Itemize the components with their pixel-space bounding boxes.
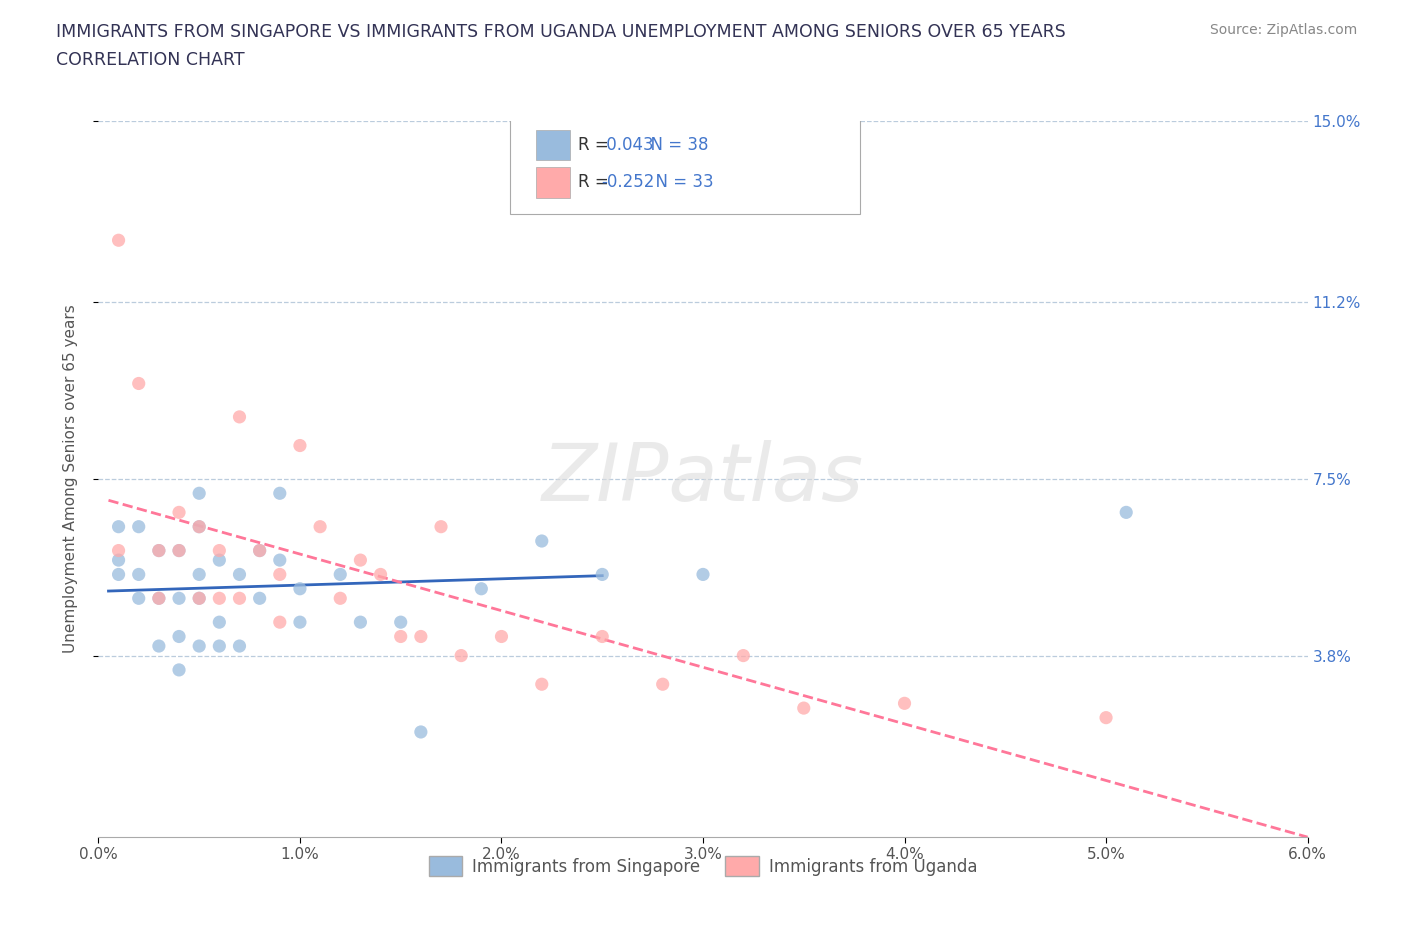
Point (491, 629, 513, 644)
Point (107, 232, 129, 247)
Text: R =: R = (578, 174, 614, 192)
FancyBboxPatch shape (536, 130, 569, 160)
Point (409, 629, 432, 644)
Text: Source: ZipAtlas.com: Source: ZipAtlas.com (1209, 23, 1357, 37)
Point (370, 567, 392, 582)
Point (188, 591, 211, 605)
Point (128, 567, 150, 582)
Point (188, 519, 211, 534)
Point (228, 591, 250, 605)
Point (269, 485, 291, 500)
Point (167, 662, 190, 677)
Point (107, 552, 129, 567)
Point (188, 485, 211, 500)
Text: -0.252: -0.252 (602, 174, 655, 192)
Point (309, 519, 332, 534)
Y-axis label: Unemployment Among Seniors over 65 years: Unemployment Among Seniors over 65 years (63, 305, 77, 653)
Point (107, 519, 129, 534)
Point (591, 629, 613, 644)
Point (167, 505, 190, 520)
Text: 0.043: 0.043 (602, 136, 654, 153)
Point (167, 629, 190, 644)
Point (128, 591, 150, 605)
Point (148, 543, 170, 558)
Text: R =: R = (578, 136, 614, 153)
Text: N = 38: N = 38 (640, 136, 709, 153)
Point (389, 629, 412, 644)
Point (530, 677, 553, 692)
Point (167, 591, 190, 605)
Point (288, 581, 311, 596)
Point (128, 519, 150, 534)
Point (228, 639, 250, 654)
Point (249, 543, 271, 558)
Point (188, 567, 211, 582)
Text: ZIPatlas: ZIPatlas (541, 440, 865, 518)
FancyBboxPatch shape (509, 117, 860, 214)
Point (188, 591, 211, 605)
Point (288, 438, 311, 453)
Point (148, 639, 170, 654)
Point (692, 567, 714, 582)
Point (269, 552, 291, 567)
Point (188, 639, 211, 654)
Point (148, 543, 170, 558)
Point (288, 615, 311, 630)
Point (208, 552, 231, 567)
Point (450, 648, 472, 663)
Point (107, 543, 129, 558)
Point (349, 552, 371, 567)
Point (591, 567, 613, 582)
Point (128, 376, 150, 391)
Point (228, 567, 250, 582)
Point (651, 677, 673, 692)
Point (530, 534, 553, 549)
Text: N = 33: N = 33 (645, 174, 714, 192)
Point (430, 519, 453, 534)
Point (893, 696, 915, 711)
Point (208, 639, 231, 654)
Point (269, 615, 291, 630)
Legend: Immigrants from Singapore, Immigrants from Uganda: Immigrants from Singapore, Immigrants fr… (422, 850, 984, 883)
Point (167, 543, 190, 558)
Point (249, 591, 271, 605)
Point (733, 648, 755, 663)
Point (1115, 505, 1137, 520)
Point (329, 567, 352, 582)
Point (167, 543, 190, 558)
Point (329, 591, 352, 605)
Point (349, 615, 371, 630)
Point (249, 543, 271, 558)
FancyBboxPatch shape (536, 167, 569, 197)
Point (793, 700, 815, 715)
Point (148, 591, 170, 605)
Point (188, 519, 211, 534)
Point (208, 591, 231, 605)
Point (208, 543, 231, 558)
Point (470, 581, 492, 596)
Point (148, 591, 170, 605)
Point (107, 567, 129, 582)
Point (228, 409, 250, 424)
Point (409, 724, 432, 739)
Text: CORRELATION CHART: CORRELATION CHART (56, 51, 245, 69)
Point (208, 615, 231, 630)
Point (1095, 711, 1118, 725)
Text: IMMIGRANTS FROM SINGAPORE VS IMMIGRANTS FROM UGANDA UNEMPLOYMENT AMONG SENIORS O: IMMIGRANTS FROM SINGAPORE VS IMMIGRANTS … (56, 23, 1066, 41)
Point (269, 567, 291, 582)
Point (389, 615, 412, 630)
